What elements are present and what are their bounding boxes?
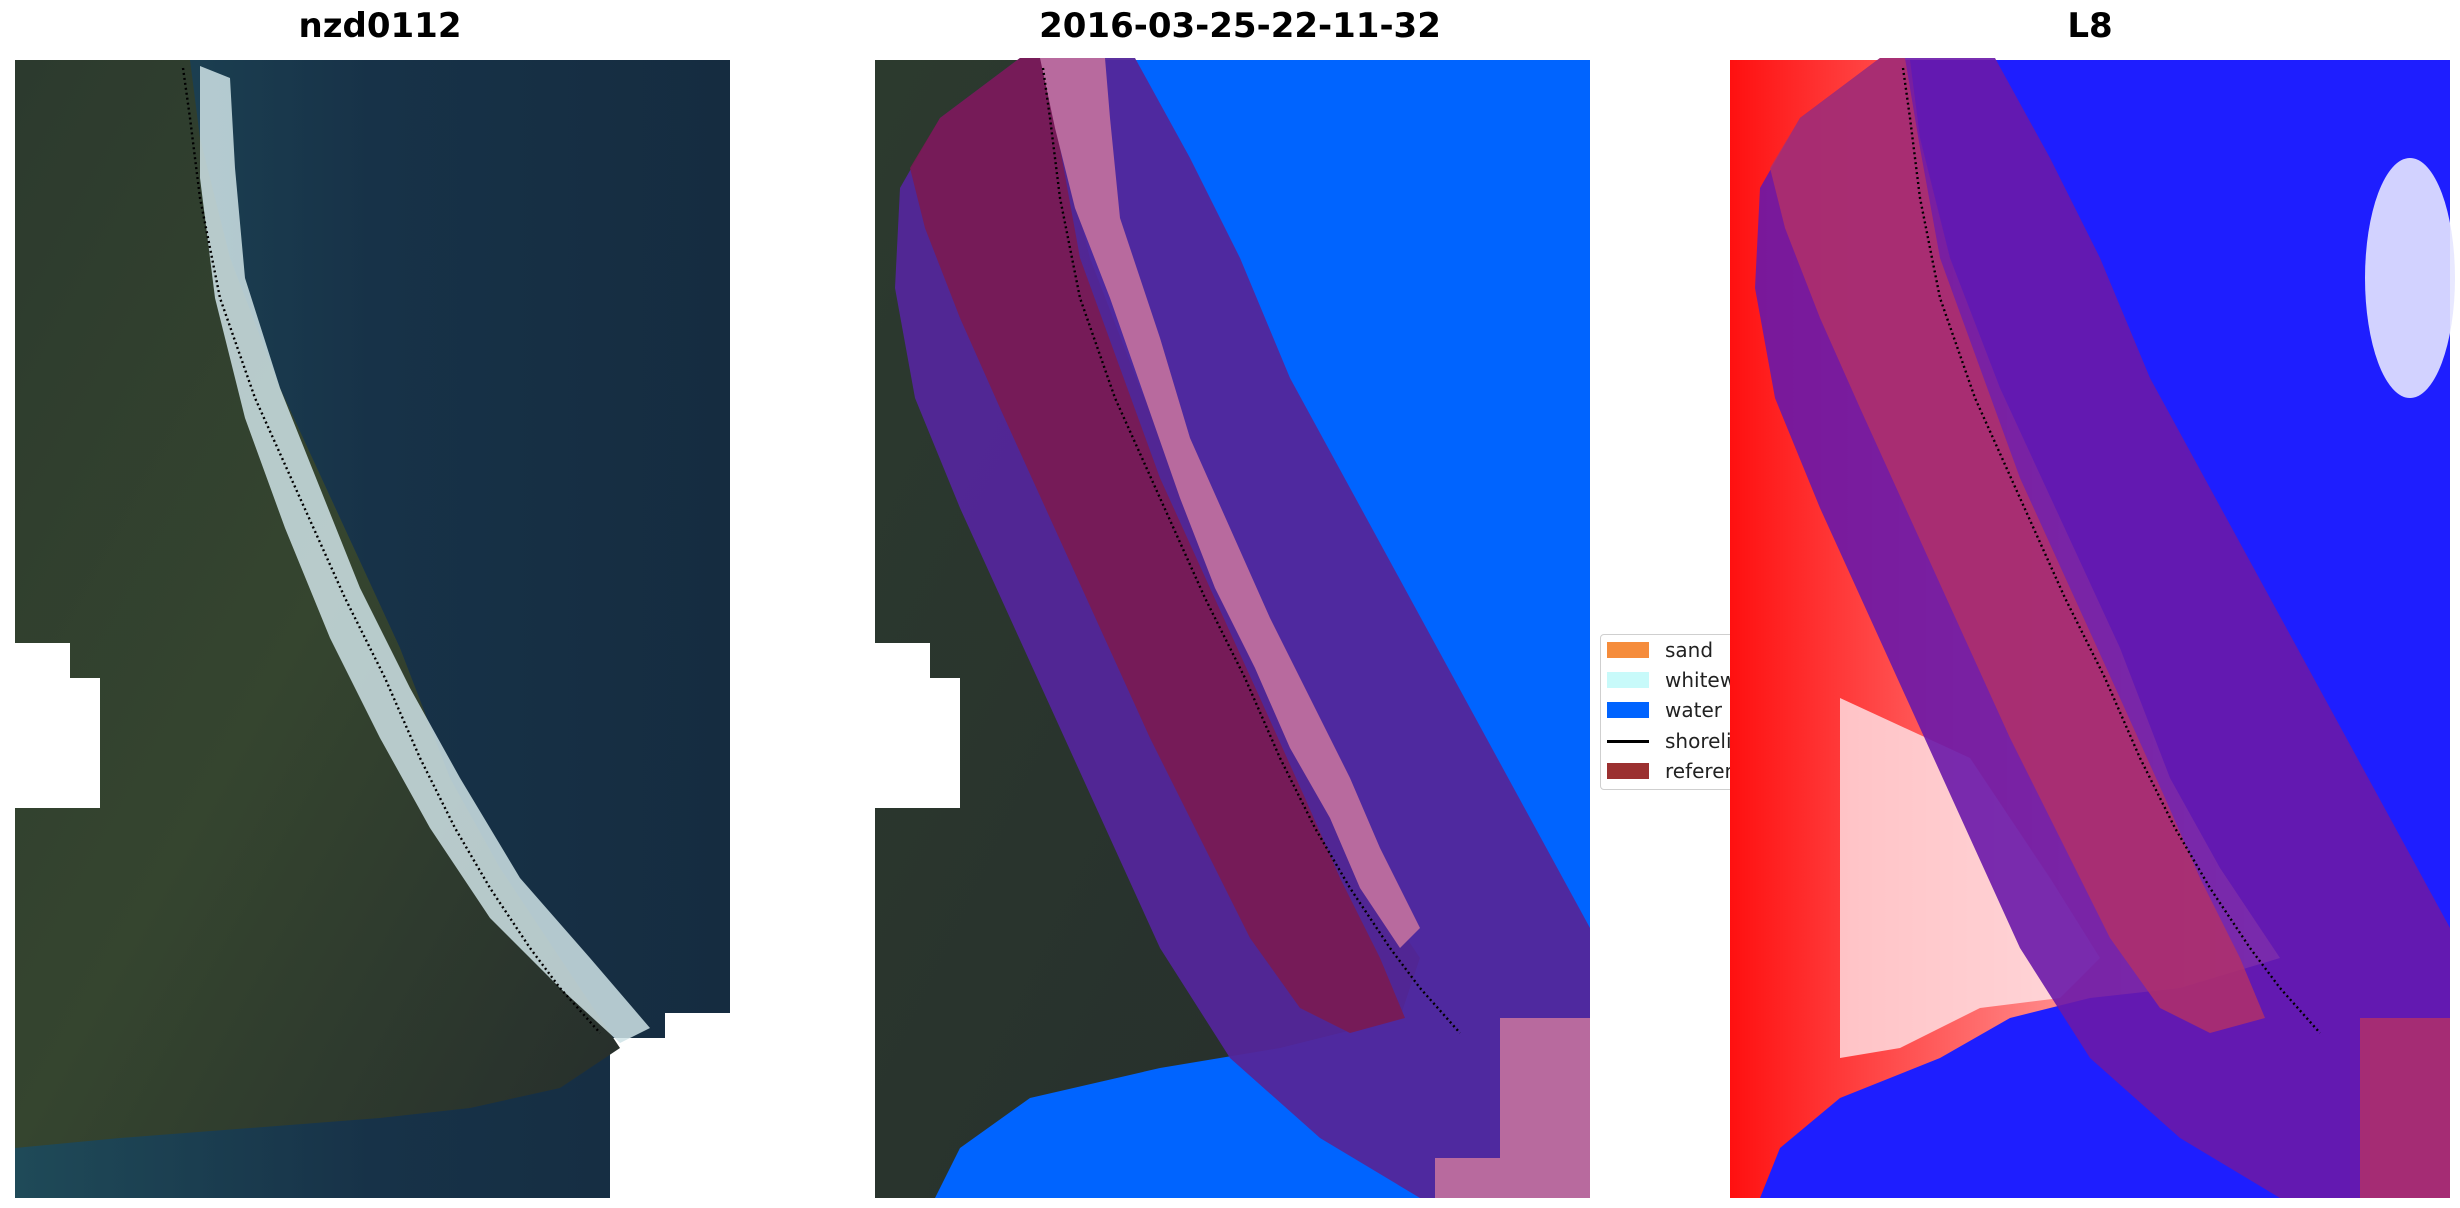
legend-swatch-whitewater [1607, 672, 1649, 688]
whitewater-class [1040, 58, 1420, 948]
reference-band [1770, 58, 2265, 1033]
legend-swatch-reference [1607, 763, 1649, 779]
panel-title-classification: 2016-03-25-22-11-32 [1039, 6, 1441, 46]
classification-image [875, 58, 1590, 1198]
panel-title-rgb: nzd0112 [298, 6, 462, 46]
rgb-image [15, 60, 730, 1198]
cloud [2365, 158, 2455, 398]
legend-item-sand: sand [1607, 635, 1713, 665]
legend-line-shoreline [1607, 739, 1649, 743]
index-image [1730, 58, 2455, 1198]
legend-item-water: water [1607, 695, 1722, 725]
reference-band [910, 58, 1405, 1033]
panel-title-index: L8 [2067, 6, 2113, 46]
legend-label: sand [1665, 638, 1714, 662]
legend-swatch-water [1607, 702, 1649, 718]
panel-index: L8 [1720, 0, 2460, 1208]
legend-label: water [1665, 698, 1722, 722]
whitewater-corner [1500, 1018, 1590, 1198]
panel-classification: 2016-03-25-22-11-32 [860, 0, 1620, 1208]
legend-swatch-sand [1607, 642, 1649, 658]
panel-rgb: nzd0112 [0, 0, 760, 1208]
